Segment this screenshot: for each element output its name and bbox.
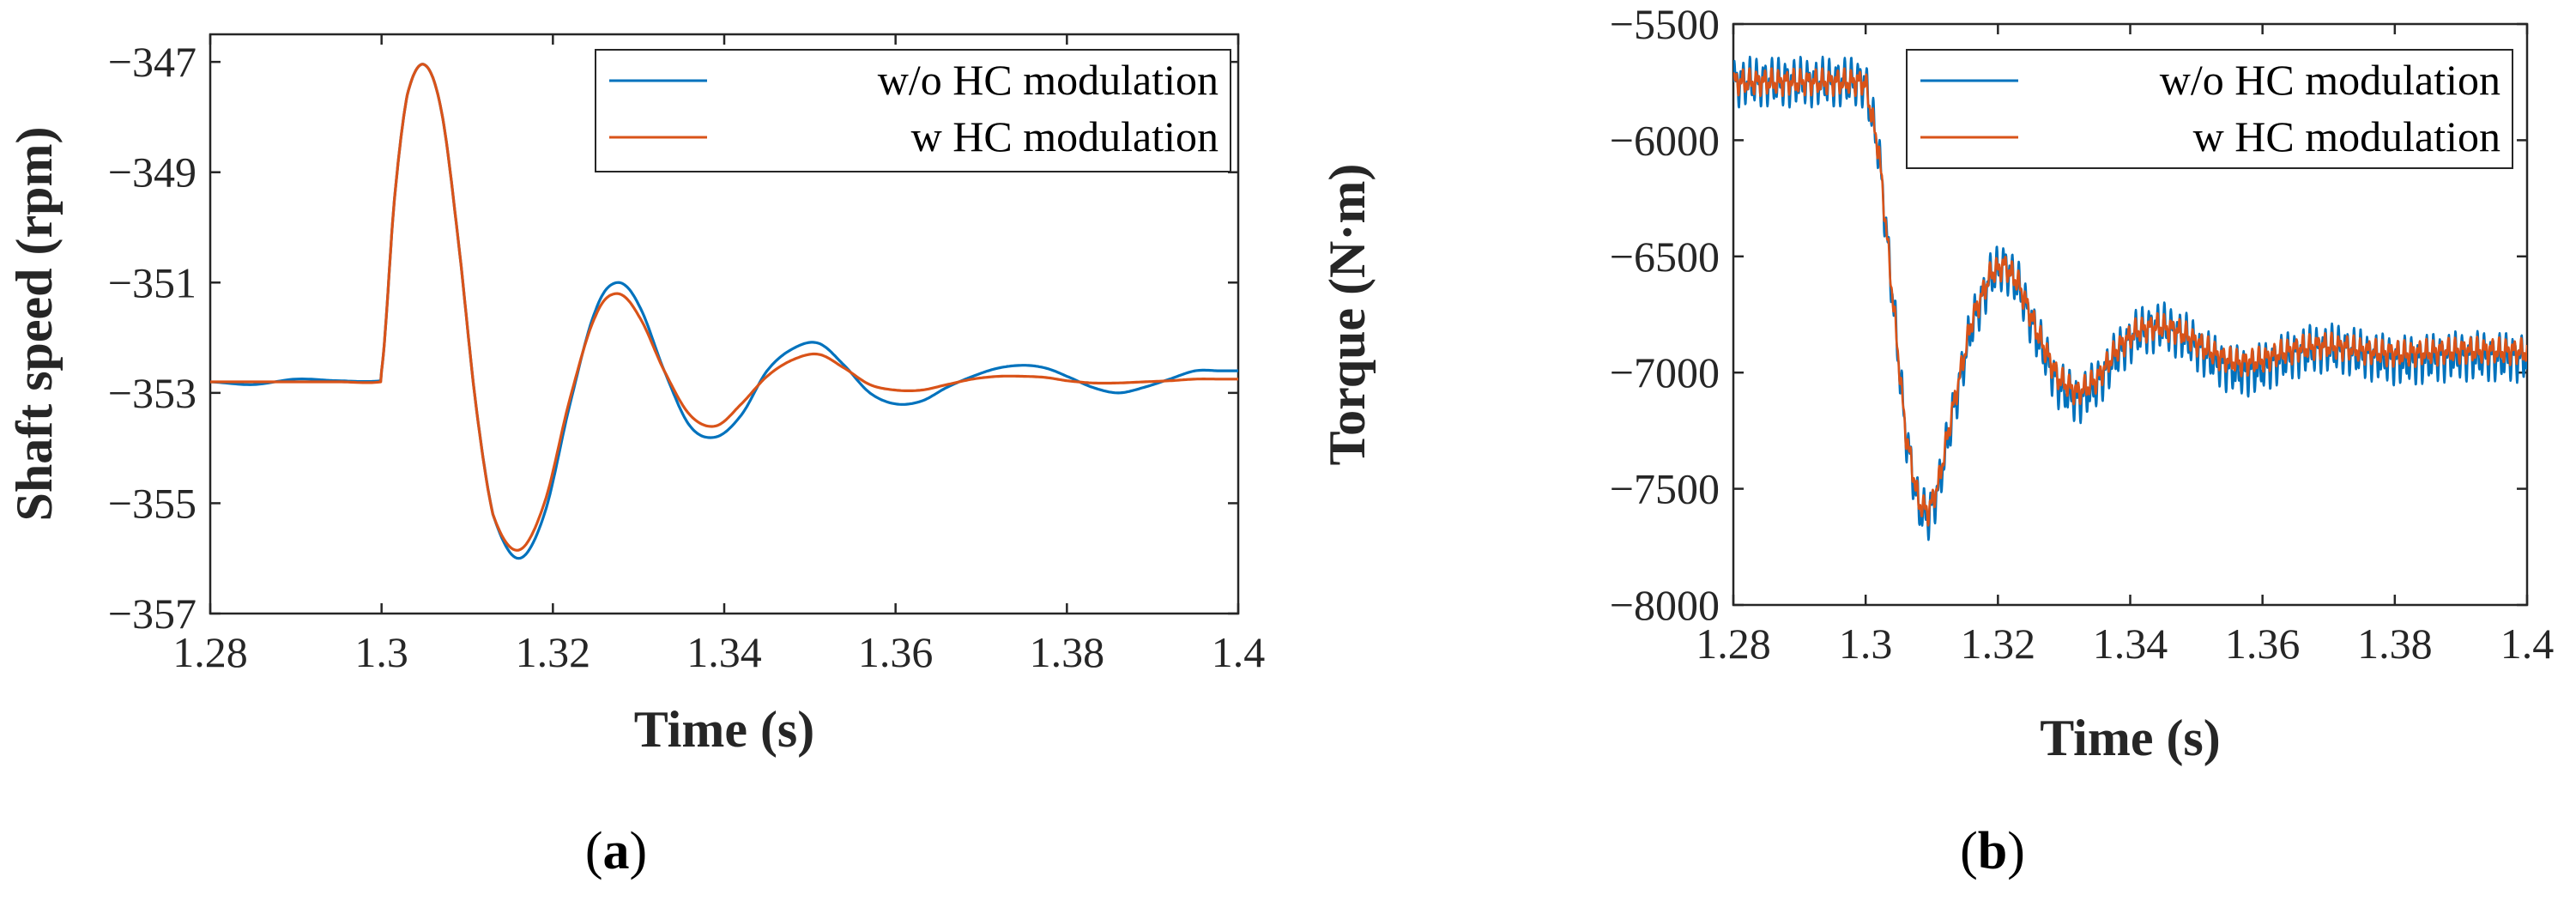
x-tick-label: 1.4 [1212,628,1266,676]
panel-caption: (a) [585,822,647,880]
x-tick-label: 1.3 [354,628,408,676]
y-tick-label: −6000 [1610,116,1720,164]
chart-b: 1.28 1.3 1.32 1.34 1.36 1.38 1.4 −5500 −6000 −650… [1319,0,2554,880]
y-tick-label: −355 [108,479,197,527]
x-tick-label: 1.34 [2093,620,2168,668]
legend: w/o HC modulation w HC modulation [1906,49,2513,169]
x-axis-label: Time (s) [2040,710,2221,766]
panel-caption-letter: b [1978,822,2007,880]
panel-caption-letter: a [603,822,630,880]
x-tick-label: 1.38 [2357,620,2433,668]
legend-label: w HC modulation [2193,112,2500,160]
y-tick-label: −357 [108,590,197,638]
x-tick-label: 1.28 [1696,620,1771,668]
legend-label: w/o HC modulation [2160,56,2500,104]
x-tick-label: 1.32 [516,628,591,676]
legend-label: w/o HC modulation [878,56,1218,104]
x-tick-label: 1.3 [1839,620,1893,668]
x-tick-label: 1.4 [2500,620,2555,668]
y-tick-label: −7000 [1610,348,1720,396]
x-tick-label: 1.38 [1030,628,1105,676]
y-axis-label: Shaft speed (rpm) [6,127,63,522]
series-line-with-hc [1733,67,2527,527]
y-tick-label: −7500 [1610,465,1720,513]
y-axis-label: Torque (N·m) [1319,164,1376,466]
x-tick-label: 1.34 [686,628,762,676]
legend-label: w HC modulation [911,112,1218,160]
x-tick-label: 1.36 [2225,620,2301,668]
y-tick-label: −349 [108,148,197,197]
x-axis-label: Time (s) [634,701,815,758]
series-line-with-hc [210,63,1238,552]
panel-caption: (b) [1960,822,2025,880]
legend-box [595,49,1231,172]
y-tick-label: −351 [108,258,197,306]
x-tick-label: 1.32 [1961,620,2036,668]
legend: w/o HC modulation w HC modulation [595,49,1231,172]
x-tick-label: 1.36 [858,628,934,676]
y-tick-label: −347 [108,38,197,86]
x-tick-label: 1.28 [172,628,248,676]
y-tick-label: −6500 [1610,233,1720,281]
y-tick-label: −8000 [1610,581,1720,629]
y-tick-label: −353 [108,369,197,417]
chart-a: 1.28 1.3 1.32 1.34 1.36 1.38 1.4 −347 −349 −351 −3… [6,33,1266,880]
legend-box [1906,49,2513,169]
y-tick-label: −5500 [1610,0,1720,48]
